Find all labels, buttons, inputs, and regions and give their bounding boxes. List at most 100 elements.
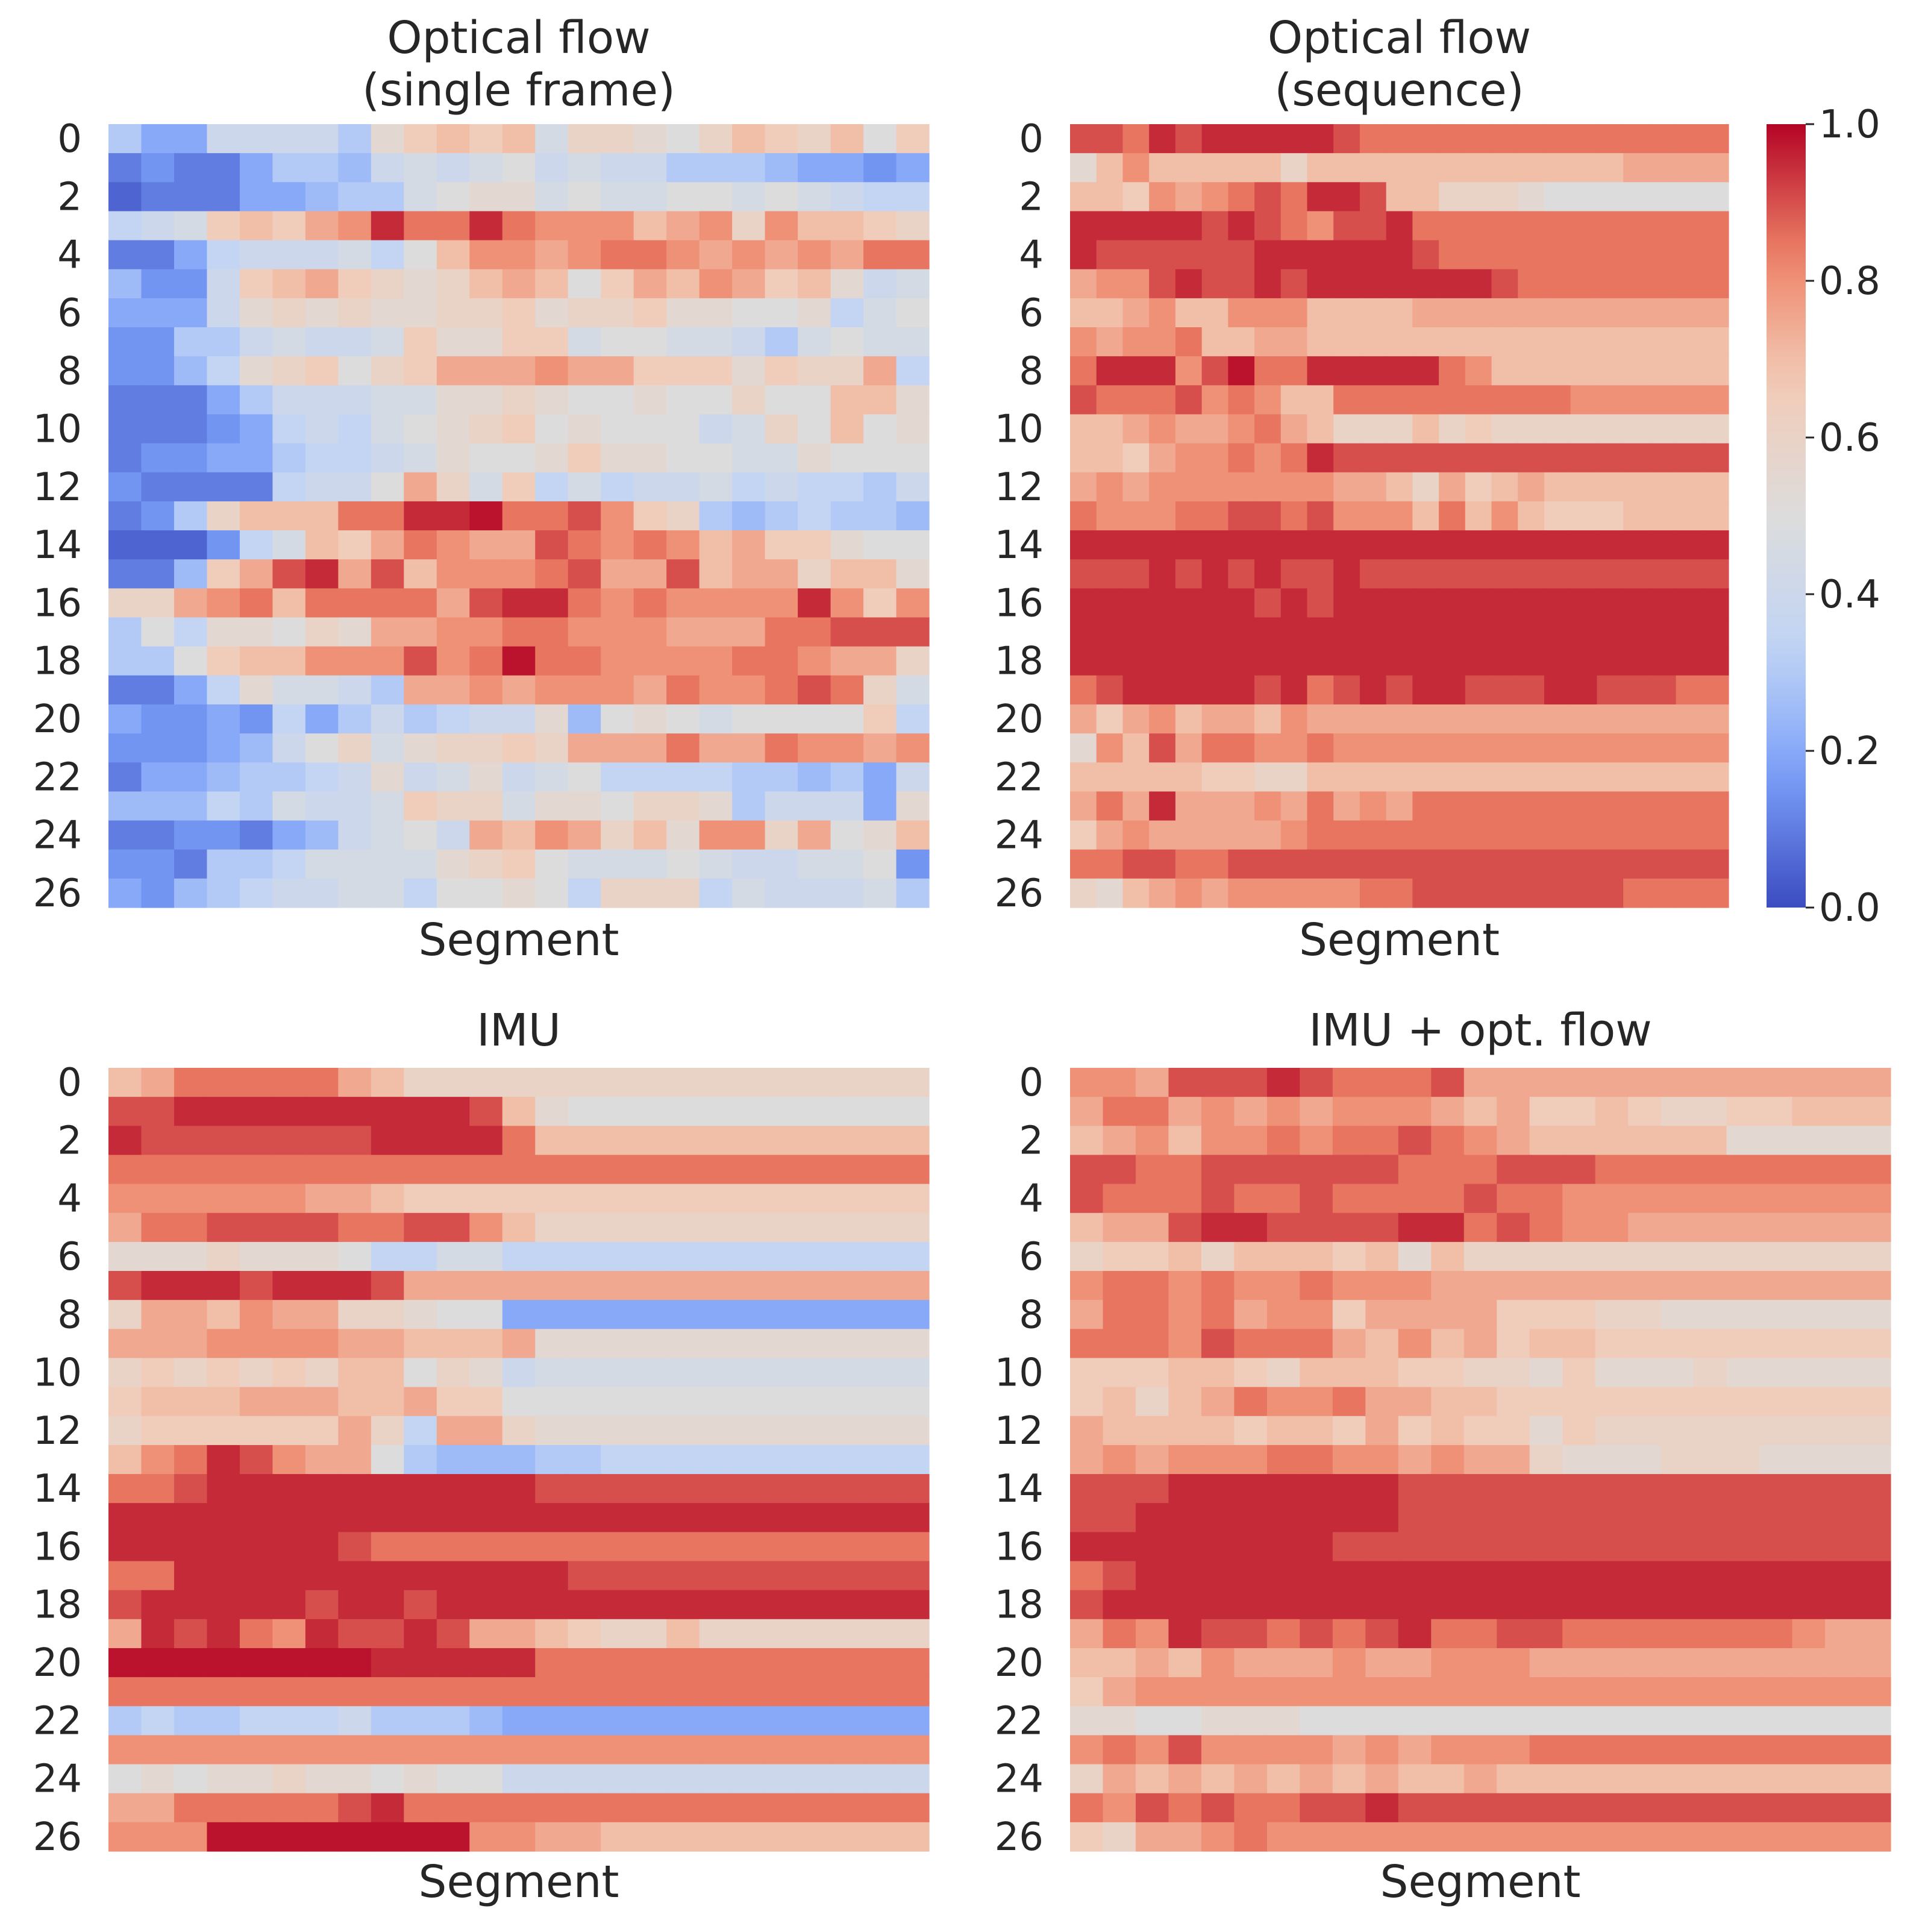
heatmap-cell [1465,559,1492,589]
heatmap-cell [1070,733,1097,763]
heatmap-cell [1759,1212,1793,1243]
heatmap-cell [1201,124,1229,154]
heatmap-cell [1465,762,1492,792]
heatmap-cell [1676,646,1703,676]
heatmap-cell [1463,1677,1497,1707]
heatmap-cell [765,1068,798,1097]
heatmap-cell [1300,1822,1333,1852]
heatmap-cell [765,1503,798,1532]
heatmap-cell [633,733,667,763]
heatmap-cell [1465,733,1492,763]
heatmap-cell [141,1444,175,1475]
heatmap-cell [1570,269,1597,299]
heatmap-cell [1070,849,1097,879]
heatmap-cell [1300,1706,1333,1736]
heatmap-cell [1398,1241,1432,1272]
heatmap-cell [535,617,569,647]
heatmap-cell [1280,559,1308,589]
heatmap-cell [207,1241,240,1272]
heatmap-cell [436,878,470,908]
heatmap-cell [568,530,601,560]
heatmap-cell [1497,1416,1530,1446]
heatmap-cell [371,646,404,676]
heatmap-cell [699,1706,733,1736]
heatmap-cell [1661,1474,1694,1504]
heatmap-cell [601,1444,634,1475]
heatmap-cell [896,878,930,908]
heatmap-cell [108,1387,142,1417]
heatmap-cell [1135,1764,1169,1794]
heatmap-cell [502,675,536,705]
heatmap-cell [207,1503,240,1532]
heatmap-cell [666,1387,700,1417]
heatmap-cell [404,1532,437,1562]
heatmap-cell [1307,124,1334,154]
heatmap-cell [1858,1300,1891,1329]
heatmap-cell [305,414,339,444]
heatmap-cell [502,646,536,676]
heatmap-cell [568,733,601,763]
heatmap-cell [141,385,175,415]
heatmap-cell [1386,298,1413,328]
heatmap-cell [1623,327,1650,357]
heatmap-cell [1491,878,1518,908]
heatmap-cell [1597,414,1624,444]
heatmap-cell [1465,530,1492,560]
heatmap-cell [272,849,306,879]
heatmap-cell [338,124,372,154]
heatmap-cell [1398,1416,1432,1446]
heatmap-cell [239,762,273,792]
heatmap-cell [765,414,798,444]
heatmap-cell [633,1097,667,1126]
heatmap-cell [1149,211,1176,241]
heatmap-cell [732,1126,766,1156]
y-tick-label: 12 [33,465,82,510]
heatmap-cell [338,1068,372,1097]
heatmap-cell [1465,472,1492,502]
heatmap-cell [1365,1532,1399,1562]
heatmap-cell [1359,414,1387,444]
heatmap-cell [404,414,437,444]
heatmap-cell [1628,1532,1662,1562]
heatmap-cell [535,1212,569,1243]
heatmap-cell [1412,356,1439,386]
heatmap-cell [1135,1677,1169,1707]
heatmap-cell [1858,1271,1891,1300]
heatmap-cell [633,1474,667,1504]
heatmap-cell [666,878,700,908]
heatmap-cell [404,704,437,734]
heatmap-cell [765,327,798,357]
heatmap-cell [765,124,798,154]
heatmap-cell [1623,182,1650,212]
heatmap-cell [830,269,864,299]
heatmap-cell [338,762,372,792]
heatmap-cell [141,849,175,879]
heatmap-cell [404,878,437,908]
heatmap-cell [141,1358,175,1388]
heatmap-cell [1491,443,1518,473]
heatmap-cell [1544,472,1571,502]
heatmap-cell [1234,1590,1268,1620]
heatmap-cell [404,1271,437,1300]
heatmap-cell [1398,1271,1432,1300]
heatmap-cell [1759,1097,1793,1126]
heatmap-cell [535,1619,569,1649]
heatmap-cell [1595,1590,1629,1620]
heatmap-cell [1529,1126,1563,1156]
heatmap-cell [1307,211,1334,241]
heatmap-cell [732,356,766,386]
heatmap-cell [863,443,897,473]
heatmap-cell [1096,443,1124,473]
heatmap-cell [1359,559,1387,589]
heatmap-cell [1676,617,1703,647]
y-tick-label: 18 [995,639,1044,684]
heatmap-cell [1201,211,1229,241]
heatmap-cell [371,385,404,415]
heatmap-cell [601,1764,634,1794]
heatmap-cell [502,1648,536,1678]
heatmap-cell [404,1184,437,1214]
heatmap-cell [1529,1329,1563,1359]
heatmap-cell [239,1126,273,1156]
heatmap-cell [502,1212,536,1243]
